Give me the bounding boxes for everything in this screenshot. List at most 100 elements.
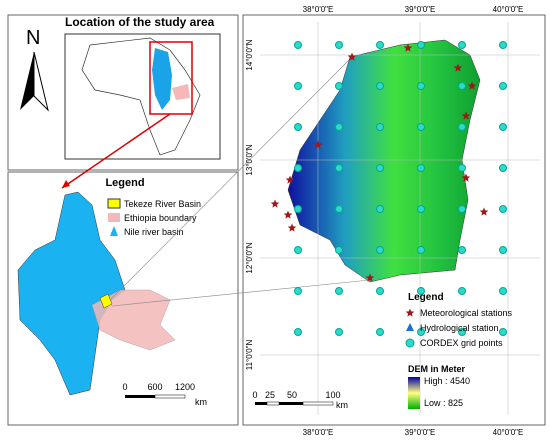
cordex-point bbox=[376, 287, 384, 295]
lon-label: 40°0'0"E bbox=[493, 428, 524, 437]
cordex-point bbox=[458, 287, 466, 295]
legend-item: Ethiopia boundary bbox=[124, 213, 197, 223]
cordex-point bbox=[499, 82, 507, 90]
legend-item: Hydrological station bbox=[420, 323, 499, 333]
legend-item: Tekeze River Basin bbox=[124, 199, 201, 209]
scale-tick: 0 bbox=[252, 390, 257, 400]
lon-label: 39°0'0"E bbox=[405, 5, 436, 14]
cordex-point bbox=[294, 123, 302, 131]
lat-label: 11°0'0"N bbox=[245, 340, 254, 371]
lon-label: 38°0'0"E bbox=[303, 428, 334, 437]
inset-scale: 0 600 1200 km bbox=[122, 382, 207, 407]
dem-low: Low : 825 bbox=[424, 398, 463, 408]
met-station bbox=[365, 273, 375, 282]
scale-tick: 1200 bbox=[175, 382, 195, 392]
cordex-point bbox=[458, 123, 466, 131]
cordex-point bbox=[335, 328, 343, 336]
scale-tick: 600 bbox=[147, 382, 162, 392]
cordex-point bbox=[458, 205, 466, 213]
cordex-point bbox=[294, 205, 302, 213]
dem-title: DEM in Meter bbox=[408, 364, 466, 374]
cordex-point bbox=[335, 287, 343, 295]
cordex-point bbox=[499, 123, 507, 131]
scale-unit: km bbox=[336, 400, 348, 410]
cordex-point bbox=[417, 287, 425, 295]
legend-swatch bbox=[107, 198, 121, 209]
met-station bbox=[467, 81, 477, 90]
cordex-point bbox=[376, 246, 384, 254]
cordex-point bbox=[294, 328, 302, 336]
cordex-point bbox=[294, 41, 302, 49]
cordex-point bbox=[417, 82, 425, 90]
lat-label: 12°0'0"N bbox=[245, 242, 254, 273]
nile-basin bbox=[17, 191, 126, 396]
scale-tick: 0 bbox=[122, 382, 127, 392]
cordex-point bbox=[335, 123, 343, 131]
dem-high: High : 4540 bbox=[424, 376, 470, 386]
met-station bbox=[403, 43, 413, 52]
dem-basin bbox=[287, 39, 481, 283]
cordex-point bbox=[417, 41, 425, 49]
cordex-point bbox=[458, 164, 466, 172]
lon-label: 40°0'0"E bbox=[493, 5, 524, 14]
met-station bbox=[270, 199, 280, 208]
cordex-point bbox=[376, 328, 384, 336]
africa-ethiopia bbox=[172, 84, 190, 100]
cordex-point bbox=[294, 82, 302, 90]
inset-legend-title: Legend bbox=[105, 177, 144, 189]
cordex-point bbox=[499, 328, 507, 336]
lat-label: 13°0'0"N bbox=[245, 144, 254, 175]
dem-ramp bbox=[408, 377, 420, 409]
cordex-point bbox=[458, 246, 466, 254]
map-legend-title: Legend bbox=[408, 292, 444, 303]
cordex-point bbox=[417, 123, 425, 131]
cordex-point bbox=[499, 41, 507, 49]
legend-hydro bbox=[406, 323, 414, 331]
cordex-point bbox=[417, 164, 425, 172]
legend-item: Meteorological stations bbox=[420, 308, 513, 318]
cordex-point bbox=[376, 164, 384, 172]
cordex-point bbox=[294, 164, 302, 172]
cordex-point bbox=[499, 287, 507, 295]
cordex-point bbox=[294, 246, 302, 254]
cordex-point bbox=[376, 123, 384, 131]
title: Location of the study area bbox=[65, 15, 215, 29]
cordex-point bbox=[417, 205, 425, 213]
inset-box bbox=[64, 33, 221, 160]
cordex-point bbox=[376, 205, 384, 213]
lon-label: 38°0'0"E bbox=[303, 5, 334, 14]
cordex-point bbox=[294, 287, 302, 295]
met-station bbox=[287, 223, 297, 232]
north-arrow: N bbox=[20, 27, 49, 112]
cordex-point bbox=[376, 41, 384, 49]
tekeze-basin bbox=[99, 293, 113, 309]
cordex-point bbox=[458, 82, 466, 90]
scale-tick: 50 bbox=[287, 390, 297, 400]
lon-label: 39°0'0"E bbox=[405, 428, 436, 437]
cordex-point bbox=[417, 328, 425, 336]
legend-item: Nile river basin bbox=[124, 227, 184, 237]
met-station bbox=[461, 111, 471, 120]
cordex-point bbox=[458, 328, 466, 336]
scale-tick: 25 bbox=[265, 390, 275, 400]
cordex-point bbox=[499, 164, 507, 172]
legend-met bbox=[405, 308, 415, 317]
cordex-point bbox=[335, 41, 343, 49]
cordex-point bbox=[458, 41, 466, 49]
legend-cordex bbox=[405, 338, 415, 348]
met-station bbox=[461, 173, 471, 182]
legend-swatch bbox=[110, 226, 118, 236]
north-letter: N bbox=[26, 27, 40, 49]
africa-nile bbox=[152, 48, 172, 110]
legend-item: CORDEX grid points bbox=[420, 338, 503, 348]
met-station bbox=[313, 140, 323, 149]
met-station bbox=[453, 63, 463, 72]
study-map bbox=[260, 22, 540, 415]
scale-tick: 100 bbox=[325, 390, 340, 400]
zoom-line bbox=[109, 56, 353, 301]
met-station bbox=[479, 207, 489, 216]
cordex-point bbox=[376, 82, 384, 90]
cordex-point bbox=[499, 246, 507, 254]
arrow-head bbox=[62, 180, 70, 188]
